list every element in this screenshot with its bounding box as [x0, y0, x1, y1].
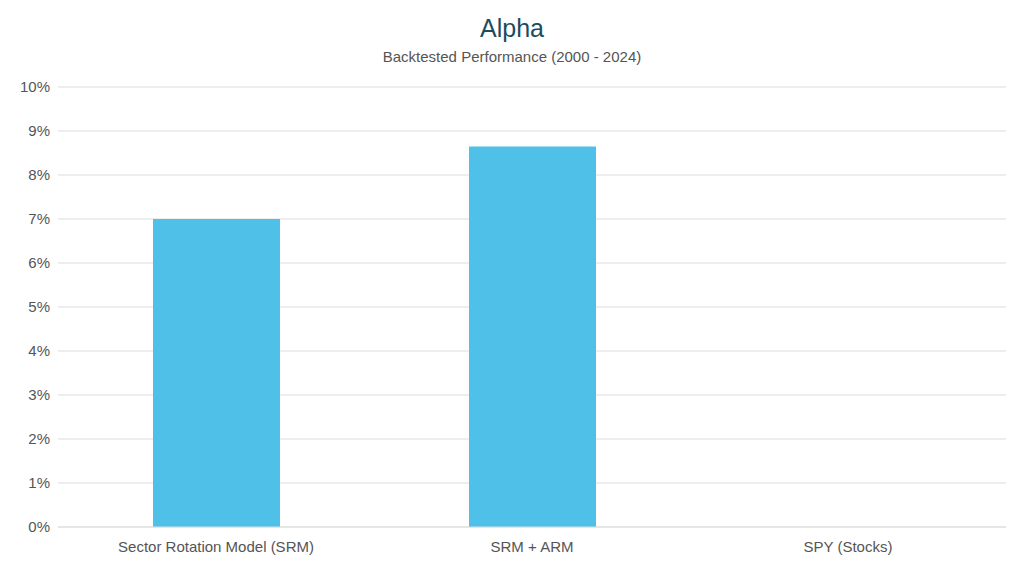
svg-text:4%: 4%	[28, 342, 50, 359]
svg-text:SPY (Stocks): SPY (Stocks)	[804, 538, 893, 555]
html-text:Alpha: Alpha	[480, 14, 544, 42]
svg-text:9%: 9%	[28, 122, 50, 139]
svg-text:0%: 0%	[28, 518, 50, 535]
svg-text:5%: 5%	[28, 298, 50, 315]
svg-text:SRM + ARM: SRM + ARM	[491, 538, 574, 555]
svg-text:3%: 3%	[28, 386, 50, 403]
svg-text:1%: 1%	[28, 474, 50, 491]
html-text:Backtested Performance (2000 -: Backtested Performance (2000 - 2024)	[382, 48, 642, 65]
svg-text:7%: 7%	[28, 210, 50, 227]
svg-text:2%: 2%	[28, 430, 50, 447]
svg-text:6%: 6%	[28, 254, 50, 271]
svg-text:10%: 10%	[20, 78, 50, 95]
svg-text:8%: 8%	[28, 166, 50, 183]
svg-text:Sector Rotation Model (SRM): Sector Rotation Model (SRM)	[118, 538, 314, 555]
